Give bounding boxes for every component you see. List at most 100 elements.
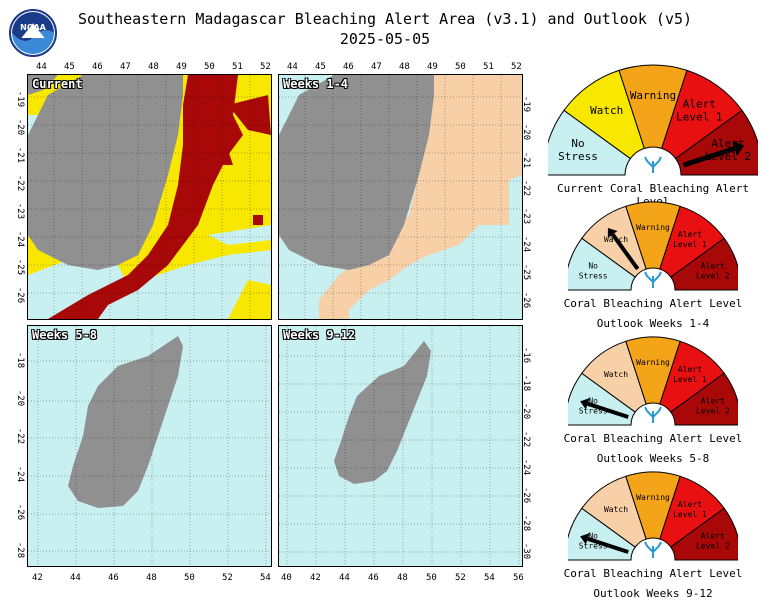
- gauge-subcaption: Outlook Weeks 1-4: [596, 317, 710, 330]
- gauge-caption: Coral Bleaching Alert Level: [563, 432, 743, 445]
- gauge-caption: Coral Bleaching Alert Level: [563, 297, 743, 310]
- right-y-tick: -25: [521, 263, 532, 281]
- top-x-tick: 44: [287, 62, 298, 72]
- gauge-label-no_stress: Stress: [558, 150, 598, 163]
- top-x-tick: 48: [399, 62, 410, 72]
- right-y-tick: -21: [521, 151, 532, 169]
- gauge-label-alert1: Alert: [678, 365, 702, 374]
- gauge-subcaption: Outlook Weeks 9-12: [593, 587, 713, 600]
- map-weeks-5-8-svg: [28, 326, 271, 566]
- gauge-caption: Coral Bleaching Alert Level: [563, 567, 743, 580]
- top-x-tick: 44: [36, 62, 47, 72]
- gauge-label-warning: Warning: [630, 89, 676, 102]
- bottom-x-tick: 46: [368, 573, 379, 583]
- gauge-label-watch: Watch: [590, 104, 623, 117]
- panel-label-weeks-9-12: Weeks 9-12: [283, 328, 356, 342]
- left-y-tick: -18: [15, 351, 26, 369]
- left-y-tick: -24: [15, 230, 26, 248]
- panel-label-weeks-1-4: Weeks 1-4: [283, 77, 349, 91]
- gauge-label-no_stress: Stress: [579, 407, 608, 416]
- bottom-x-tick: 48: [397, 573, 408, 583]
- bottom-x-tick: 48: [146, 573, 157, 583]
- gauge-label-alert1: Level 1: [673, 240, 707, 249]
- gauge-label-warning: Warning: [636, 493, 670, 502]
- bottom-x-tick: 42: [32, 573, 43, 583]
- right-y-tick: -26: [521, 486, 532, 504]
- panel-label-current: Current: [32, 77, 83, 91]
- map-current-svg: [28, 75, 271, 319]
- gauge-label-no_stress: No: [588, 532, 598, 541]
- gauge-label-alert1: Alert: [678, 500, 702, 509]
- top-x-tick: 46: [92, 62, 103, 72]
- bottom-x-tick: 52: [455, 573, 466, 583]
- coral-icon-branches: [644, 541, 662, 558]
- left-y-tick: -28: [15, 541, 26, 559]
- gauge-label-warning: Warning: [636, 223, 670, 232]
- gauge-subcaption: Outlook Weeks 5-8: [596, 452, 710, 465]
- coral-icon-branches: [644, 406, 662, 423]
- right-y-tick: -20: [521, 123, 532, 141]
- top-x-tick: 45: [64, 62, 75, 72]
- bottom-x-tick: 50: [426, 573, 437, 583]
- bottom-x-tick: 56: [513, 573, 524, 583]
- left-y-tick: -22: [15, 174, 26, 192]
- gauge-needle: [587, 536, 629, 554]
- bottom-x-tick: 44: [70, 573, 81, 583]
- gauge-label-alert2: Level 2: [696, 542, 730, 551]
- map-weeks-1-4-svg: [279, 75, 522, 319]
- gauge-label-alert1: Alert: [683, 98, 716, 111]
- page-title: Southeastern Madagascar Bleaching Alert …: [77, 10, 693, 28]
- bottom-x-tick: 44: [339, 573, 350, 583]
- top-x-tick: 48: [148, 62, 159, 72]
- gauge-label-watch: Watch: [604, 370, 628, 379]
- gauge-needle-tip: [580, 398, 590, 410]
- gauge-label-no_stress: Stress: [579, 542, 608, 551]
- map-panel-current: Current: [27, 74, 272, 320]
- bottom-x-tick: 52: [222, 573, 233, 583]
- gauge-label-alert2: Level 2: [696, 272, 730, 281]
- gauge-needle-tip: [580, 533, 590, 545]
- top-x-tick: 51: [232, 62, 243, 72]
- gauge-segment-alert2: [670, 372, 738, 426]
- gauge-label-alert2: Alert: [701, 397, 725, 406]
- bottom-x-tick: 46: [108, 573, 119, 583]
- gauge-label-no_stress: No: [588, 397, 598, 406]
- right-y-tick: -22: [521, 430, 532, 448]
- gauge-label-no_stress: No: [571, 137, 584, 150]
- gauge-label-alert1: Level 1: [673, 375, 707, 384]
- left-y-tick: -21: [15, 146, 26, 164]
- gauge-label-no_stress: No: [588, 262, 598, 271]
- top-x-tick: 52: [511, 62, 522, 72]
- top-x-tick: 49: [176, 62, 187, 72]
- right-y-tick: -30: [521, 542, 532, 560]
- left-y-tick: -22: [15, 427, 26, 445]
- bottom-x-tick: 40: [281, 573, 292, 583]
- top-x-tick: 47: [371, 62, 382, 72]
- gauge-segment-alert2: [670, 237, 738, 291]
- top-x-tick: 46: [343, 62, 354, 72]
- panel-label-weeks-5-8: Weeks 5-8: [32, 328, 98, 342]
- top-x-tick: 51: [483, 62, 494, 72]
- gauge-label-alert1: Level 1: [673, 510, 707, 519]
- left-y-tick: -26: [15, 503, 26, 521]
- gauge-label-no_stress: Stress: [579, 272, 608, 281]
- gauge-needle: [682, 146, 736, 168]
- bottom-x-tick: 42: [310, 573, 321, 583]
- right-y-tick: -26: [521, 291, 532, 309]
- right-y-tick: -18: [521, 374, 532, 392]
- gauge-needle: [587, 401, 629, 419]
- gauge-needle-tip: [732, 140, 745, 157]
- gauge-needle-tip: [607, 227, 618, 238]
- left-y-tick: -19: [15, 90, 26, 108]
- right-y-tick: -24: [521, 235, 532, 253]
- gauge-label-watch: Watch: [604, 505, 628, 514]
- map-weeks-9-12-svg: [279, 326, 522, 566]
- map-panel-weeks-9-12: Weeks 9-12: [278, 325, 523, 567]
- left-y-tick: -23: [15, 202, 26, 220]
- coral-icon-branches: [644, 271, 662, 288]
- gauge-label-alert1: Level 1: [676, 111, 722, 124]
